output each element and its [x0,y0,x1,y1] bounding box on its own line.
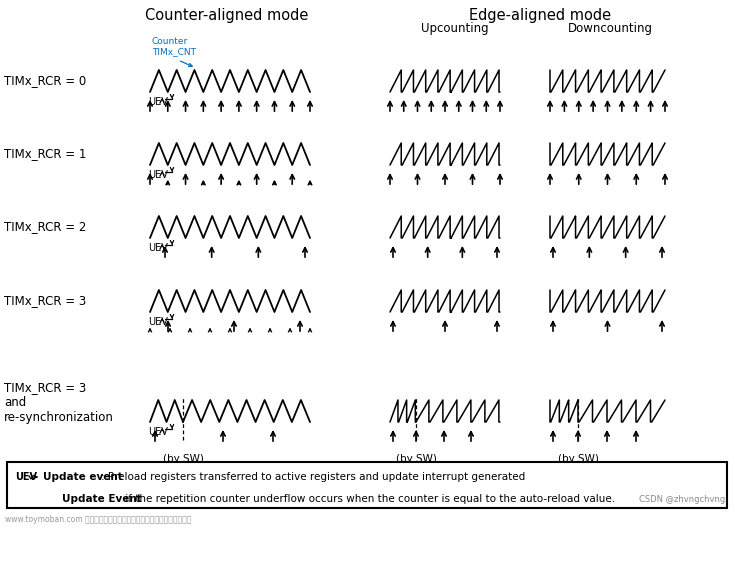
Text: UEV: UEV [148,243,168,253]
Text: Upcounting: Upcounting [421,22,489,35]
Text: TIMx_RCR = 0: TIMx_RCR = 0 [4,75,86,88]
Text: if the repetition counter underflow occurs when the counter is equal to the auto: if the repetition counter underflow occu… [122,494,615,504]
Text: UEV: UEV [15,472,37,482]
Text: TIMx_RCR = 3
and
re-synchronization: TIMx_RCR = 3 and re-synchronization [4,381,114,425]
Text: UEV: UEV [148,170,168,180]
Text: Update Event: Update Event [62,494,142,504]
Text: (by SW): (by SW) [395,454,437,464]
Text: TIMx_RCR = 3: TIMx_RCR = 3 [4,295,86,307]
Text: Update event: Update event [43,472,123,482]
Text: : Preload registers transferred to active registers and update interrupt generat: : Preload registers transferred to activ… [101,472,526,482]
Text: UEV: UEV [148,317,168,327]
Text: UEV: UEV [148,427,168,437]
Text: TIMx_RCR = 2: TIMx_RCR = 2 [4,221,87,234]
Text: (by SW): (by SW) [162,454,204,464]
Text: www.toymoban.com 网络图片仅供展示，非存储，如有侵权请联系删除。: www.toymoban.com 网络图片仅供展示，非存储，如有侵权请联系删除。 [5,515,191,524]
Text: TIMx_RCR = 1: TIMx_RCR = 1 [4,148,87,161]
Text: Downcounting: Downcounting [567,22,653,35]
Text: Counter-aligned mode: Counter-aligned mode [146,8,309,23]
Text: UEV: UEV [148,97,168,107]
Text: Counter
TIMx_CNT: Counter TIMx_CNT [152,36,196,56]
Text: Edge-aligned mode: Edge-aligned mode [469,8,611,23]
FancyBboxPatch shape [7,462,727,508]
Text: CSDN @zhvngchvng: CSDN @zhvngchvng [639,495,725,504]
Text: (by SW): (by SW) [558,454,598,464]
